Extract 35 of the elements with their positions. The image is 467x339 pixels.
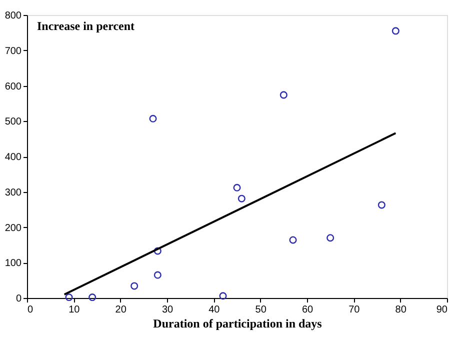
x-tick-label: 20 xyxy=(115,304,127,316)
point xyxy=(154,271,162,279)
y-tick-label: 200 xyxy=(4,222,22,234)
point xyxy=(392,27,400,35)
point xyxy=(289,236,297,244)
y-tick-label: 800 xyxy=(4,10,22,22)
x-tick-label: 10 xyxy=(68,304,80,316)
point xyxy=(238,194,246,202)
y-tick-label: 100 xyxy=(4,258,22,270)
point xyxy=(65,294,73,302)
x-tick-label: 70 xyxy=(348,304,360,316)
y-tick-label: 400 xyxy=(4,152,22,163)
point xyxy=(219,292,227,300)
point xyxy=(130,282,138,290)
x-tick-label: 30 xyxy=(162,304,174,316)
point xyxy=(233,184,241,192)
y-axis-title: Increase in percent xyxy=(37,19,135,33)
y-tick-label: 300 xyxy=(4,187,22,198)
x-tick-label: 90 xyxy=(436,304,448,316)
x-tick-label: 50 xyxy=(255,304,267,316)
x-tick-label: 80 xyxy=(395,304,407,316)
point xyxy=(154,247,162,255)
y-tick-label: 700 xyxy=(4,46,22,57)
point xyxy=(326,234,334,242)
x-tick-label: 60 xyxy=(302,304,314,316)
point xyxy=(149,114,157,122)
x-tick-label: 0 xyxy=(28,304,34,316)
point xyxy=(88,294,96,302)
point xyxy=(378,201,386,209)
y-tick-label: 500 xyxy=(4,116,22,128)
x-tick-label: 40 xyxy=(208,304,220,316)
x-axis-title: Duration of participation in days xyxy=(153,316,322,330)
point xyxy=(280,91,288,99)
y-tick-label: 600 xyxy=(4,81,22,92)
y-tick-label: 0 xyxy=(16,294,22,304)
